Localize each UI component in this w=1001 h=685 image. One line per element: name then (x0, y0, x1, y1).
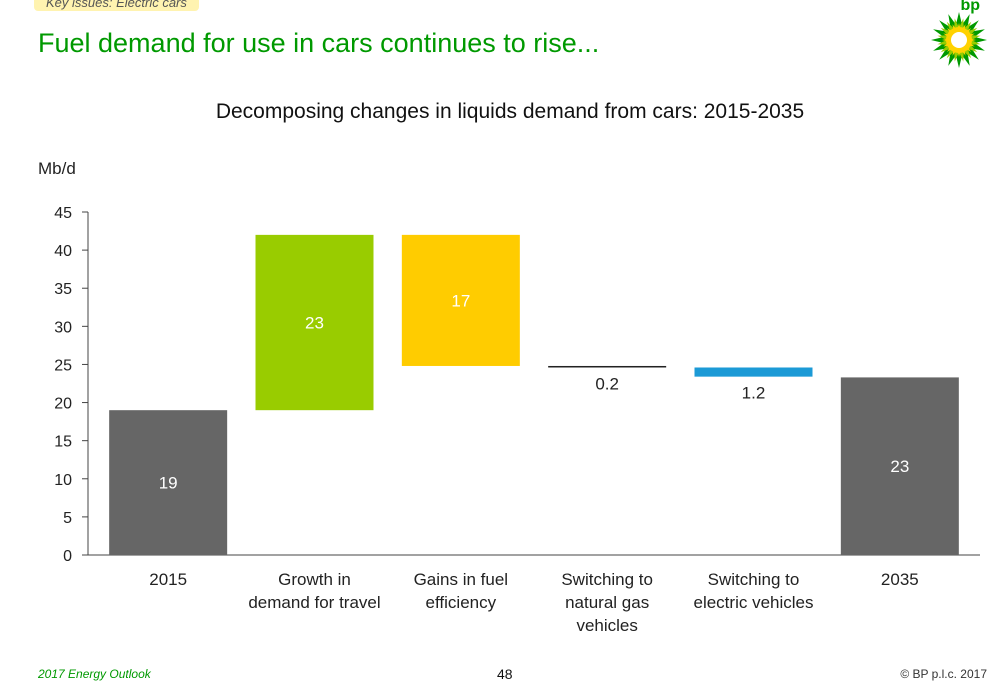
y-tick-label: 5 (63, 510, 72, 527)
y-tick-label: 0 (63, 548, 72, 565)
x-tick-label: vehicles (576, 616, 637, 635)
x-tick-label: Switching to (708, 570, 800, 589)
x-tick-label: efficiency (426, 593, 497, 612)
chart-title: Decomposing changes in liquids demand fr… (215, 100, 805, 123)
x-tick-label: demand for travel (248, 593, 380, 612)
bar-value-label: 23 (890, 457, 909, 476)
bar-value-label: 23 (305, 314, 324, 333)
page-number: 48 (497, 666, 513, 682)
y-tick-label: 15 (54, 434, 72, 451)
waterfall-bar (255, 234, 374, 411)
waterfall-bar (548, 365, 667, 368)
x-tick-label: Growth in (278, 570, 351, 589)
bar-value-label: 19 (159, 474, 178, 493)
x-tick-label: 2015 (149, 570, 187, 589)
waterfall-bar (840, 377, 959, 555)
y-tick-label: 45 (54, 205, 72, 222)
x-tick-label: Gains in fuel (414, 570, 509, 589)
y-tick-label: 30 (54, 319, 72, 336)
bar-value-label: 17 (451, 291, 470, 310)
bar-value-label: 0.2 (595, 374, 619, 393)
y-tick-label: 10 (54, 472, 72, 489)
waterfall-bar (109, 410, 228, 555)
section-tag: Key issues: Electric cars (34, 0, 199, 11)
footer-publication: 2017 Energy Outlook (38, 667, 151, 681)
x-tick-label: natural gas (565, 593, 649, 612)
bp-logo: bp (928, 0, 990, 68)
bar-value-label: 1.2 (742, 384, 766, 403)
page-title: Fuel demand for use in cars continues to… (38, 28, 600, 58)
y-tick-label: 35 (54, 281, 72, 298)
y-tick-label: 25 (54, 357, 72, 374)
helios-icon (931, 12, 987, 68)
y-tick-label: 20 (54, 396, 72, 413)
bp-logo-text: bp (960, 0, 980, 14)
x-tick-label: electric vehicles (694, 593, 814, 612)
x-tick-label: 2035 (881, 570, 919, 589)
x-tick-label: Switching to (561, 570, 653, 589)
waterfall-bar (694, 367, 813, 377)
copyright: © BP p.l.c. 2017 (900, 667, 987, 681)
waterfall-bar (401, 234, 520, 366)
y-tick-label: 40 (54, 243, 72, 260)
y-axis-label: Mb/d (38, 159, 76, 178)
